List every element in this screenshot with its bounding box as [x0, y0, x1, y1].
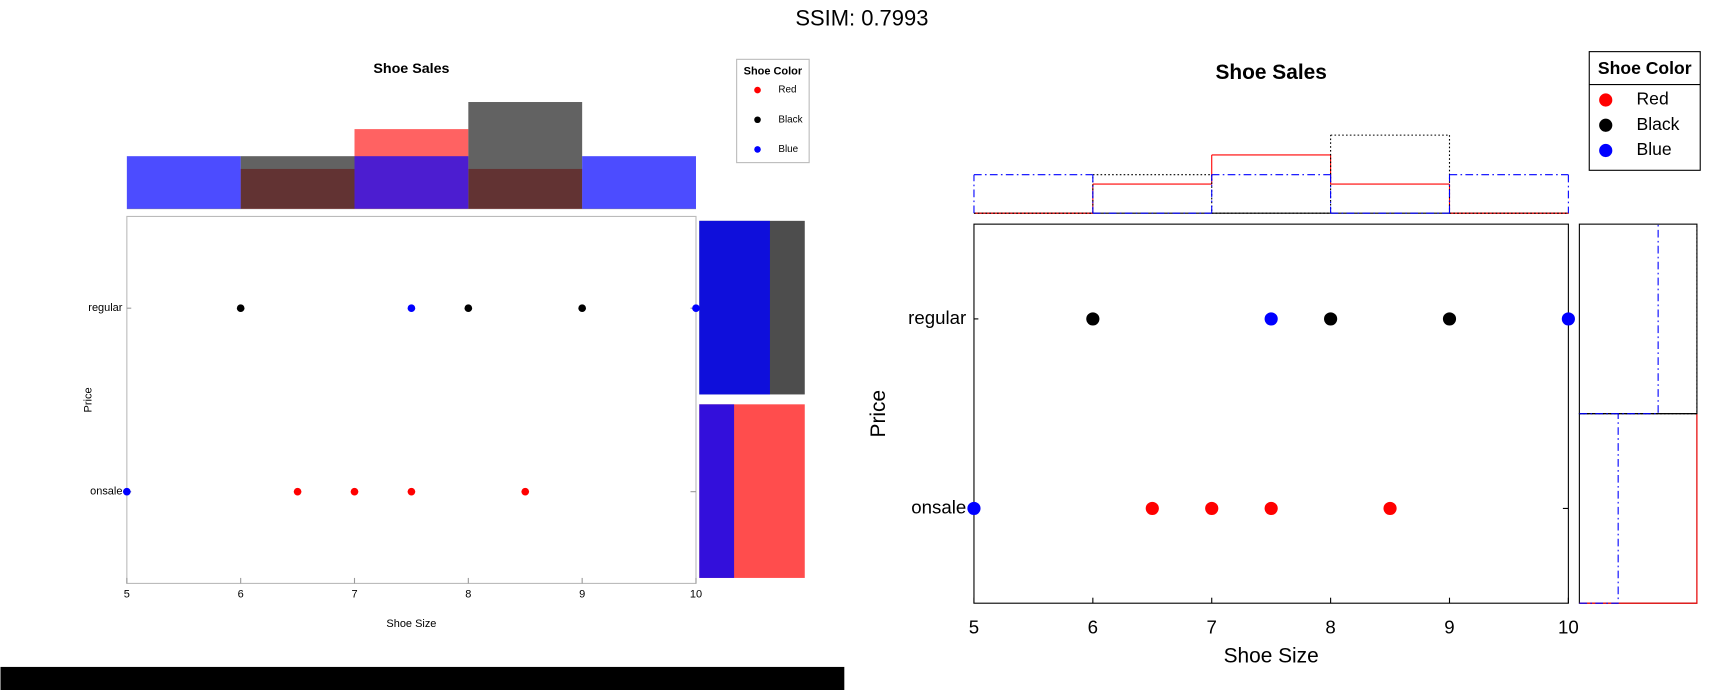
y-tick-label: onsale — [911, 496, 966, 517]
price-hist-bar — [699, 404, 735, 578]
x-tick-label: 8 — [465, 588, 471, 600]
legend-marker — [1599, 93, 1613, 107]
point — [1145, 501, 1159, 516]
hist-bar — [126, 156, 241, 209]
y-tick-label: onsale — [90, 486, 122, 498]
x-tick-label: 8 — [1325, 616, 1335, 637]
point — [692, 304, 700, 313]
point — [1561, 312, 1575, 326]
point — [1264, 501, 1278, 516]
x-tick-label: 10 — [1558, 616, 1579, 637]
legend-label: Black — [1636, 114, 1679, 134]
price-hist-step — [1579, 413, 1619, 604]
x-tick-label: 5 — [969, 616, 979, 637]
point — [407, 304, 416, 313]
point — [967, 501, 981, 516]
price-hist-step — [1579, 413, 1698, 604]
legend-title: Shoe Color — [744, 65, 803, 77]
legend-label: Black — [778, 114, 802, 125]
point — [1324, 312, 1338, 326]
x-tick-label: 7 — [1207, 616, 1217, 637]
x-tick-label: 5 — [124, 588, 130, 600]
black-bar — [0, 666, 845, 690]
price-hist-step — [1579, 224, 1659, 415]
point — [578, 304, 587, 313]
legend-label: Red — [1636, 89, 1668, 109]
x-tick-label: 9 — [1444, 616, 1454, 637]
x-tick-label: 9 — [579, 588, 585, 600]
point — [236, 304, 245, 313]
price-hist-frame — [1578, 223, 1698, 415]
point — [1383, 501, 1397, 516]
point — [1086, 312, 1100, 326]
chart-title: Shoe Sales — [1216, 61, 1327, 84]
point — [1264, 312, 1278, 326]
price-hist-frame — [1578, 413, 1698, 604]
point — [464, 304, 473, 313]
legend-marker — [754, 116, 761, 124]
point — [350, 487, 359, 496]
point — [123, 487, 131, 496]
legend-label: Red — [778, 85, 796, 96]
price-hist-bar — [699, 220, 770, 395]
y-axis-label: Price — [82, 387, 94, 412]
legend-marker — [754, 86, 761, 94]
y-tick-label: regular — [88, 302, 122, 314]
point — [1205, 501, 1219, 516]
y-tick-label: regular — [908, 307, 966, 328]
point — [1442, 312, 1457, 326]
legend-marker — [1599, 118, 1613, 132]
legend-marker — [1599, 143, 1613, 158]
legend-marker — [754, 146, 761, 153]
x-tick-label: 6 — [1088, 616, 1098, 637]
legend-label: Blue — [1636, 139, 1671, 159]
y-axis-label: Price — [867, 390, 890, 438]
plot-frame — [126, 215, 697, 584]
x-tick-label: 7 — [351, 588, 357, 600]
point — [521, 487, 530, 496]
x-tick-label: 10 — [690, 588, 702, 600]
hist-bar — [468, 102, 583, 209]
ssim-header: SSIM: 0.7993 — [795, 6, 928, 31]
hist-bar — [354, 156, 469, 209]
chart-title: Shoe Sales — [373, 61, 449, 77]
x-axis-label: Shoe Size — [386, 618, 436, 630]
x-tick-label: 6 — [238, 588, 244, 600]
legend-label: Blue — [778, 144, 798, 155]
hist-bar — [240, 156, 355, 209]
legend-box — [736, 58, 810, 164]
x-axis-label: Shoe Size — [1224, 645, 1319, 668]
plot-frame — [973, 223, 1569, 604]
legend-title: Shoe Color — [1598, 58, 1692, 78]
point — [293, 487, 302, 496]
hist-bar — [582, 156, 696, 209]
price-hist-step — [1579, 224, 1698, 415]
point — [407, 487, 416, 496]
